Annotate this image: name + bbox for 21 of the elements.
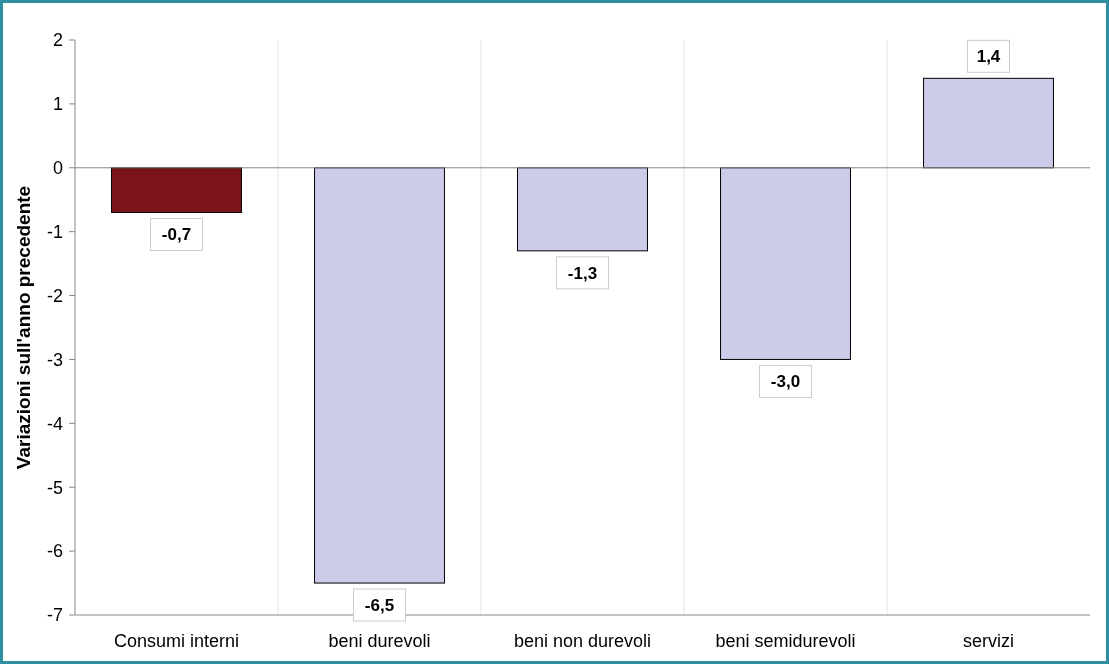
data-label: -0,7 xyxy=(161,225,192,245)
x-tick-label: beni durevoli xyxy=(328,631,431,651)
data-label: -6,5 xyxy=(364,596,395,616)
data-label: -3,0 xyxy=(770,372,801,392)
y-tick-label: -4 xyxy=(46,413,63,434)
y-tick-label: -3 xyxy=(46,349,63,370)
y-axis-title: Variazioni sull'anno precedente xyxy=(13,185,34,470)
data-label: -1,3 xyxy=(567,263,598,283)
y-tick-label: 1 xyxy=(52,94,63,115)
y-tick-label: 2 xyxy=(52,30,63,51)
y-tick-label: -7 xyxy=(46,605,63,626)
x-tick-label: beni semidurevoli xyxy=(715,631,856,651)
y-tick-label: -1 xyxy=(46,221,63,242)
x-tick-label: beni non durevoli xyxy=(513,631,652,651)
x-tick-label: Consumi interni xyxy=(113,631,240,651)
y-tick-label: -6 xyxy=(46,541,63,562)
y-tick-label: -2 xyxy=(46,285,63,306)
data-label: 1,4 xyxy=(976,47,1001,67)
x-tick-label: servizi xyxy=(962,631,1015,651)
y-tick-label: 0 xyxy=(52,158,63,179)
y-tick-label: -5 xyxy=(46,477,63,498)
